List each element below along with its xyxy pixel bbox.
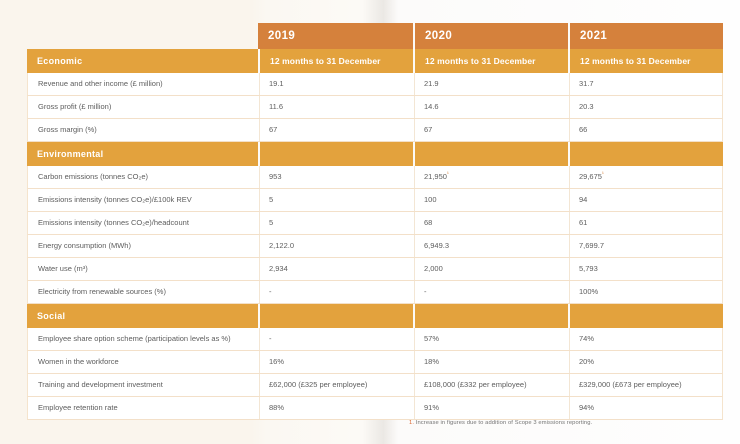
table-row-emissions-intensity-headcount: Emissions intensity (tonnes CO₂e)/headco… — [27, 212, 723, 235]
metric-label: Women in the workforce — [38, 357, 119, 366]
year-header-spacer — [27, 23, 258, 49]
metric-label: Energy consumption (MWh) — [38, 241, 131, 250]
section-empty-cell — [413, 142, 568, 166]
period-label: 12 months to 31 December — [413, 49, 568, 73]
metric-value: 953 — [259, 166, 414, 188]
metric-value: 67 — [259, 119, 414, 141]
metric-value: 94% — [569, 397, 724, 419]
year-header-2020: 2020 — [413, 23, 568, 49]
metric-value: 100% — [569, 281, 724, 303]
metric-label: Water use (m³) — [38, 264, 88, 273]
footnote-ref: ¹ — [446, 171, 449, 178]
table-row-share-option-scheme: Employee share option scheme (participat… — [27, 328, 723, 351]
footnote-marker: 1. — [409, 420, 415, 426]
metric-value: 7,699.7 — [569, 235, 724, 257]
metric-value: - — [259, 281, 414, 303]
section-header-economic: Economic 12 months to 31 December 12 mon… — [27, 49, 723, 73]
table-row-water-use: Water use (m³) 2,934 2,000 5,793 — [27, 258, 723, 281]
footnote-text: Increase in figures due to addition of S… — [414, 420, 593, 426]
metric-label: Gross margin (%) — [38, 125, 97, 134]
section-empty-cell — [413, 304, 568, 328]
metric-value: £329,000 (£673 per employee) — [569, 374, 724, 396]
metric-label: Emissions intensity (tonnes CO₂e)/headco… — [38, 218, 189, 227]
section-empty-cell — [258, 142, 413, 166]
metric-value: - — [414, 281, 569, 303]
metric-label: Employee retention rate — [38, 403, 118, 412]
metric-value: 21,950¹ — [414, 166, 569, 188]
section-title: Environmental — [27, 142, 258, 166]
metric-value: 2,122.0 — [259, 235, 414, 257]
metric-value: 88% — [259, 397, 414, 419]
table-row-gross-profit: Gross profit (£ million) 11.6 14.6 20.3 — [27, 96, 723, 119]
metric-value: 2,934 — [259, 258, 414, 280]
table-row-revenue: Revenue and other income (£ million) 19.… — [27, 73, 723, 96]
metric-value: - — [259, 328, 414, 350]
metric-value: 100 — [414, 189, 569, 211]
metric-value: £62,000 (£325 per employee) — [259, 374, 414, 396]
table-row-employee-retention: Employee retention rate 88% 91% 94% — [27, 397, 723, 420]
metric-value: 66 — [569, 119, 724, 141]
metric-label: Revenue and other income (£ million) — [38, 79, 163, 88]
metric-value: 2,000 — [414, 258, 569, 280]
esg-kpi-table: 2019 2020 2021 Economic 12 months to 31 … — [27, 23, 723, 420]
metric-value: 18% — [414, 351, 569, 373]
section-empty-cell — [258, 304, 413, 328]
metric-value: 11.6 — [259, 96, 414, 118]
metric-label: Training and development investment — [38, 380, 163, 389]
metric-label: Gross profit (£ million) — [38, 102, 112, 111]
section-header-environmental: Environmental — [27, 142, 723, 166]
table-row-emissions-intensity-rev: Emissions intensity (tonnes CO₂e)/£100k … — [27, 189, 723, 212]
metric-value: 19.1 — [259, 73, 414, 95]
table-row-renewable-electricity: Electricity from renewable sources (%) -… — [27, 281, 723, 304]
metric-value: 29,675¹ — [569, 166, 724, 188]
footnote-ref: ¹ — [601, 171, 604, 178]
metric-label: Employee share option scheme (participat… — [38, 334, 231, 343]
metric-value: 91% — [414, 397, 569, 419]
metric-value: 20.3 — [569, 96, 724, 118]
year-header-2019: 2019 — [258, 23, 413, 49]
table-row-carbon-emissions: Carbon emissions (tonnes CO₂e) 953 21,95… — [27, 166, 723, 189]
metric-value: 5 — [259, 189, 414, 211]
section-header-social: Social — [27, 304, 723, 328]
period-label: 12 months to 31 December — [258, 49, 413, 73]
metric-value: 67 — [414, 119, 569, 141]
metric-value: 14.6 — [414, 96, 569, 118]
section-empty-cell — [568, 142, 723, 166]
metric-label: Carbon emissions (tonnes CO₂e) — [38, 172, 149, 181]
metric-value: £108,000 (£332 per employee) — [414, 374, 569, 396]
metric-value: 5,793 — [569, 258, 724, 280]
metric-value: 20% — [569, 351, 724, 373]
metric-value: 57% — [414, 328, 569, 350]
metric-label: Electricity from renewable sources (%) — [38, 287, 166, 296]
metric-value: 16% — [259, 351, 414, 373]
section-title: Social — [27, 304, 258, 328]
section-title: Economic — [27, 49, 258, 73]
table-row-gross-margin: Gross margin (%) 67 67 66 — [27, 119, 723, 142]
metric-value: 61 — [569, 212, 724, 234]
year-header-2021: 2021 — [568, 23, 723, 49]
metric-value: 74% — [569, 328, 724, 350]
metric-value: 31.7 — [569, 73, 724, 95]
metric-value: 94 — [569, 189, 724, 211]
metric-value: 6,949.3 — [414, 235, 569, 257]
table-row-energy-consumption: Energy consumption (MWh) 2,122.0 6,949.3… — [27, 235, 723, 258]
metric-value: 5 — [259, 212, 414, 234]
section-empty-cell — [568, 304, 723, 328]
metric-value: 68 — [414, 212, 569, 234]
metric-value: 21.9 — [414, 73, 569, 95]
year-header-row: 2019 2020 2021 — [27, 23, 723, 49]
table-row-women-in-workforce: Women in the workforce 16% 18% 20% — [27, 351, 723, 374]
footnote: 1. Increase in figures due to addition o… — [409, 420, 592, 426]
period-label: 12 months to 31 December — [568, 49, 723, 73]
table-row-training-investment: Training and development investment £62,… — [27, 374, 723, 397]
metric-label: Emissions intensity (tonnes CO₂e)/£100k … — [38, 195, 192, 204]
